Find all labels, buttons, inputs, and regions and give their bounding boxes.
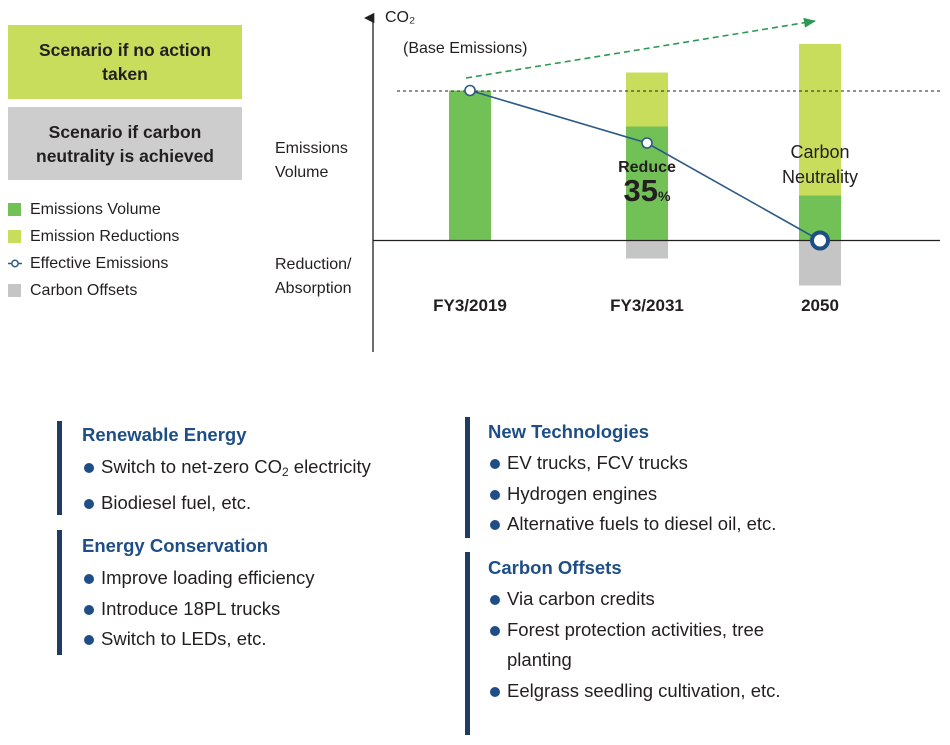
scenario-neutrality-box: Scenario if carbon neutrality is achieve… [8, 107, 242, 180]
legend-item-offsets: Carbon Offsets [8, 277, 179, 304]
legend: Emissions Volume Emission Reductions Eff… [8, 196, 179, 304]
list-item: EV trucks, FCV trucks [488, 448, 776, 479]
base-emissions-label: (Base Emissions) [403, 40, 528, 57]
carbon-neutrality-annotation: Carbon Neutrality [781, 142, 859, 187]
measure-title: Energy Conservation [82, 535, 269, 556]
scenario-no-action-label: Scenario if no action taken [38, 40, 212, 84]
list-item: Via carbon credits [488, 584, 817, 615]
measure-accent-bar [57, 530, 62, 655]
list-item: Introduce 18PL trucks [82, 594, 315, 625]
trend-arrow [465, 17, 816, 79]
list-item: Improve loading efficiency [82, 563, 315, 594]
measure-new-technologies: New Technologies EV trucks, FCV trucks H… [465, 417, 885, 538]
legend-label: Emissions Volume [30, 200, 161, 218]
x-tick-label: FY3/2031 [610, 296, 684, 315]
x-tick-label: FY3/2019 [433, 296, 507, 315]
reduce-annotation: Reduce 35% [613, 158, 681, 212]
legend-label: Emission Reductions [30, 227, 180, 245]
measure-title: Renewable Energy [82, 424, 247, 445]
measure-list: Via carbon credits Forest protection act… [488, 584, 817, 706]
y-axis-title: CO₂ [385, 9, 416, 26]
reductions-swatch [8, 230, 21, 243]
offsets-swatch [8, 284, 21, 297]
emissions-chart [363, 12, 940, 352]
scenario-neutrality-label: Scenario if carbon neutrality is achieve… [36, 121, 214, 166]
legend-label: Carbon Offsets [30, 281, 138, 299]
legend-item-effective: Effective Emissions [8, 250, 179, 277]
effective-emissions-point [810, 230, 830, 251]
measure-title: New Technologies [488, 421, 650, 442]
reduce-label: Reduce [618, 159, 676, 176]
measure-accent-bar [465, 552, 470, 735]
x-tick-label: 2050 [801, 296, 839, 315]
reduction-absorption-axis-label: Reduction/ Absorption [275, 256, 352, 297]
measure-list: Switch to net-zero CO2 electricity Biodi… [82, 452, 371, 518]
emissions-volume-axis-label: Emissions Volume [275, 140, 348, 181]
list-item: Hydrogen engines [488, 479, 776, 510]
measure-list: EV trucks, FCV trucks Hydrogen engines A… [488, 448, 776, 540]
measure-carbon-offsets: Carbon Offsets Via carbon credits Forest… [465, 552, 885, 735]
measure-accent-bar [57, 421, 62, 515]
effective-line-marker-icon [8, 259, 22, 268]
offsets-bar [626, 240, 668, 259]
measure-energy-conservation: Energy Conservation Improve loading effi… [57, 530, 437, 655]
legend-item-emissions: Emissions Volume [8, 196, 179, 223]
legend-label: Effective Emissions [30, 254, 169, 272]
effective-emissions-point [641, 137, 653, 149]
reduce-value-line: 35% [613, 173, 681, 212]
scenario-no-action-box: Scenario if no action taken [8, 25, 242, 99]
emissions-bar [449, 90, 491, 241]
measure-renewable-energy: Renewable Energy Switch to net-zero CO2 … [57, 421, 437, 515]
list-item: Switch to LEDs, etc. [82, 624, 315, 655]
list-item: Forest protection activities, tree plant… [488, 615, 807, 676]
measure-title: Carbon Offsets [488, 557, 622, 578]
list-item: Switch to net-zero CO2 electricity [82, 452, 371, 488]
reductions-bar [799, 44, 841, 196]
effective-emissions-point [464, 84, 476, 97]
emissions-swatch [8, 203, 21, 216]
list-item: Biodiesel fuel, etc. [82, 488, 371, 519]
reduce-value: 35 [623, 173, 659, 208]
measure-list: Improve loading efficiency Introduce 18P… [82, 563, 315, 655]
list-item: Alternative fuels to diesel oil, etc. [488, 509, 776, 540]
measure-accent-bar [465, 417, 470, 538]
reductions-bar [626, 72, 668, 127]
list-item: Eelgrass seedling cultivation, etc. [488, 676, 817, 707]
legend-item-reductions: Emission Reductions [8, 223, 179, 250]
reduce-unit: % [658, 188, 671, 204]
